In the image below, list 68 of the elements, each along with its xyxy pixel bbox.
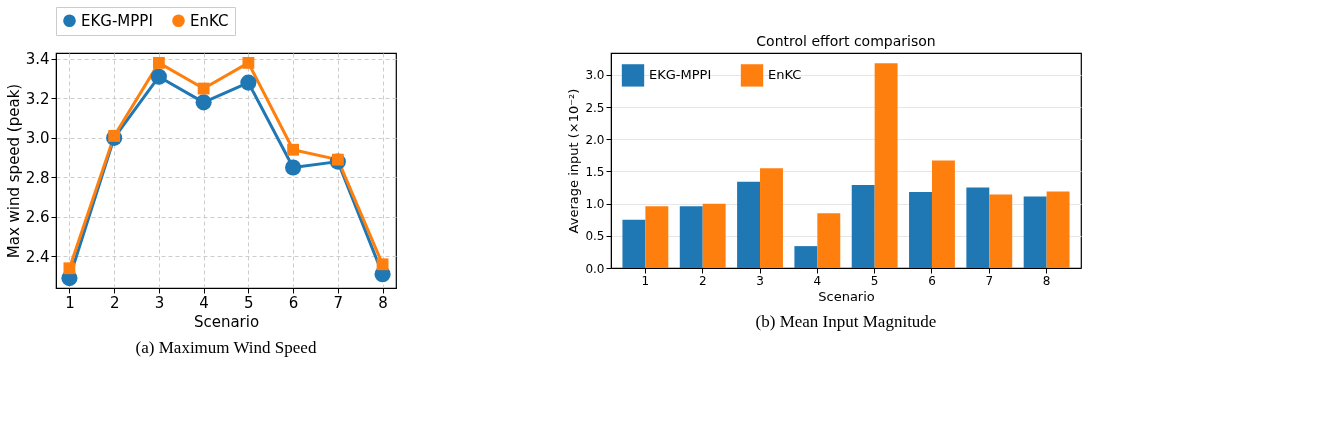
bar (909, 192, 932, 268)
bar (737, 181, 761, 268)
bar (622, 219, 646, 268)
x-tick-label: 6 (288, 293, 299, 312)
y-tick-label: 3.0 (25, 129, 50, 148)
y-tick-label: 2.8 (25, 168, 50, 187)
point (108, 130, 121, 142)
x-tick-label: 8 (378, 293, 388, 312)
y-tick-label: 2.0 (585, 132, 605, 147)
x-tick-label: 1 (65, 293, 75, 312)
bar (1023, 196, 1047, 268)
point (242, 56, 255, 69)
legend-label: EnKC (768, 67, 802, 83)
point (331, 153, 344, 166)
x-tick-label: 1 (641, 273, 650, 288)
y-tick-label: 0.5 (585, 229, 605, 244)
y-tick-label: 1.5 (585, 164, 605, 179)
x-tick-label: 7 (333, 293, 344, 312)
y-tick-label: 2.4 (25, 247, 50, 266)
bar (1046, 191, 1070, 268)
y-tick-label: 3.0 (585, 68, 605, 83)
y-tick-label: 3.2 (25, 89, 50, 108)
point (287, 143, 300, 156)
point (152, 56, 165, 69)
x-axis-title: Scenario (818, 288, 875, 304)
bar (989, 194, 1013, 268)
x-tick-label: 8 (1042, 273, 1051, 288)
x-tick-label: 2 (698, 273, 707, 288)
point (63, 262, 76, 275)
bar (874, 63, 898, 268)
x-tick-label: 4 (813, 273, 822, 288)
bar (794, 246, 818, 268)
text: (a) Maximum Wind Speed (135, 338, 317, 357)
x-tick-label: 2 (109, 293, 120, 312)
point (197, 82, 210, 95)
chart-title: Control effort comparison (756, 33, 936, 49)
point (150, 68, 167, 85)
point (285, 159, 302, 176)
y-tick-label: 1.0 (585, 197, 605, 212)
point (376, 258, 389, 271)
y-tick-label: 2.5 (585, 100, 605, 115)
legend-label: EKG-MPPI (649, 67, 712, 83)
bar (679, 206, 703, 268)
bar (817, 213, 841, 268)
bar (760, 168, 783, 268)
y-axis-title: Average input (×10⁻²) (566, 88, 582, 234)
x-tick-label: 3 (756, 273, 764, 288)
bar (966, 187, 990, 268)
x-tick-label: 7 (985, 273, 994, 288)
y-tick-label: 0.0 (585, 261, 605, 276)
bar (851, 184, 875, 268)
point (195, 94, 212, 111)
y-tick-label: 2.6 (25, 208, 50, 227)
text: (b) Mean Input Magnitude (755, 312, 937, 331)
bar (645, 206, 669, 268)
y-tick-label: 3.4 (25, 50, 50, 69)
x-tick-label: 5 (244, 293, 254, 312)
legend-label: EKG-MPPI (81, 11, 153, 30)
bar (702, 203, 726, 268)
point (240, 74, 257, 91)
x-tick-label: 6 (928, 273, 936, 288)
bar (931, 160, 955, 268)
x-tick-label: 4 (199, 293, 209, 312)
x-axis-title: Scenario (193, 312, 260, 331)
x-tick-label: 3 (154, 293, 165, 312)
y-axis-title: Max wind speed (peak) (4, 83, 23, 259)
legend-label: EnKC (190, 11, 229, 30)
x-tick-label: 5 (870, 273, 879, 288)
